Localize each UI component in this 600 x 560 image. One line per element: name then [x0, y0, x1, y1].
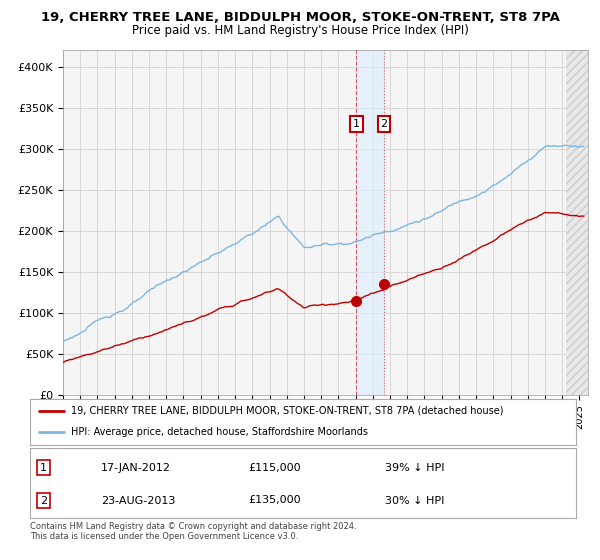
Text: £135,000: £135,000 — [248, 496, 301, 506]
Bar — [566, 50, 588, 395]
Bar — [566, 50, 588, 395]
Text: 1: 1 — [40, 463, 47, 473]
Text: Price paid vs. HM Land Registry's House Price Index (HPI): Price paid vs. HM Land Registry's House … — [131, 24, 469, 36]
Text: HPI: Average price, detached house, Staffordshire Moorlands: HPI: Average price, detached house, Staf… — [71, 427, 368, 437]
Text: 2: 2 — [380, 119, 388, 129]
Text: 23-AUG-2013: 23-AUG-2013 — [101, 496, 175, 506]
Text: 1: 1 — [353, 119, 360, 129]
Text: 2: 2 — [40, 496, 47, 506]
Text: 30% ↓ HPI: 30% ↓ HPI — [385, 496, 444, 506]
Text: Contains HM Land Registry data © Crown copyright and database right 2024.
This d: Contains HM Land Registry data © Crown c… — [30, 522, 356, 542]
Text: 17-JAN-2012: 17-JAN-2012 — [101, 463, 171, 473]
Text: 19, CHERRY TREE LANE, BIDDULPH MOOR, STOKE-ON-TRENT, ST8 7PA (detached house): 19, CHERRY TREE LANE, BIDDULPH MOOR, STO… — [71, 406, 503, 416]
Text: £115,000: £115,000 — [248, 463, 301, 473]
Bar — [356, 50, 384, 395]
Text: 39% ↓ HPI: 39% ↓ HPI — [385, 463, 445, 473]
Text: 19, CHERRY TREE LANE, BIDDULPH MOOR, STOKE-ON-TRENT, ST8 7PA: 19, CHERRY TREE LANE, BIDDULPH MOOR, STO… — [41, 11, 559, 24]
